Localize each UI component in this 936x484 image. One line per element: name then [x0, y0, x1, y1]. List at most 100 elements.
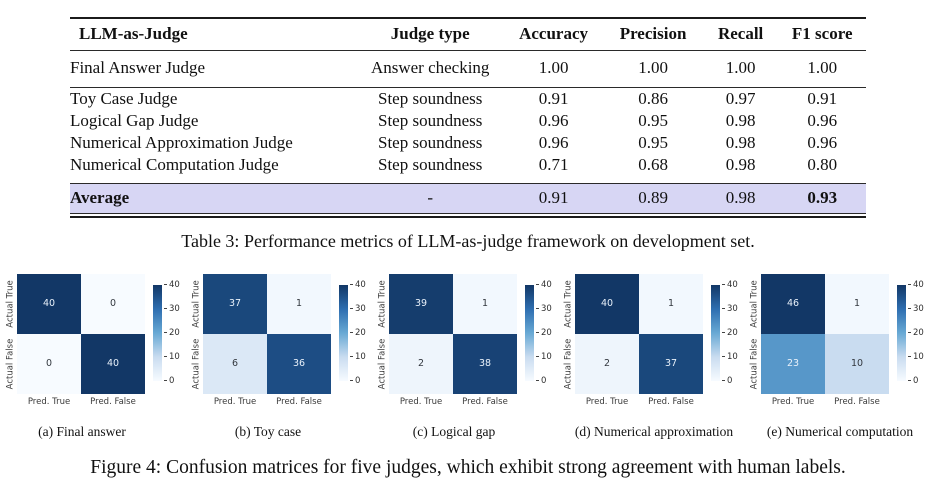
table-cell: - [356, 183, 504, 214]
x-tick-label: Pred. True [585, 396, 629, 407]
table-cell: Average [70, 183, 357, 214]
table-row: Toy Case Judge Step soundness 0.91 0.86 0.97… [70, 88, 866, 111]
column-header: Accuracy [503, 18, 604, 51]
heatmap-cell: 2 [575, 333, 639, 394]
colorbar [897, 284, 906, 381]
table-cell: Step soundness [378, 155, 483, 174]
subplot-caption: (b) Toy case [234, 423, 302, 439]
table-cell: 0.98 [725, 155, 756, 174]
table-row: Final Answer Judge Answer checking 1.00 1.0… [70, 50, 866, 88]
x-tick-label: Pred. True [399, 396, 443, 407]
y-tick-label: Actual True [5, 279, 16, 328]
heatmap-cell: 0 [81, 273, 145, 334]
llm-judge-metrics-table: LLM-as-Judge Judge type Accuracy Precision R… [70, 17, 866, 214]
y-axis-labels: Actual True Actual False [562, 274, 575, 394]
table-cell: 1.00 [778, 50, 866, 88]
table-cell: 0.97 [725, 89, 756, 108]
y-axis-labels: Actual True Actual False [748, 274, 761, 394]
table-bottom-rule [70, 215, 866, 218]
table-cell: Numerical Approximation Judge [70, 133, 293, 152]
table-cell: 1.00 [702, 50, 779, 88]
heatmap-cell: 10 [825, 333, 889, 394]
x-tick-label: Pred. True [771, 396, 815, 407]
column-header: Precision [603, 18, 703, 51]
table-cell: 0.91 [538, 89, 569, 108]
x-axis-labels: Pred. True Pred. False [17, 397, 145, 407]
table-cell: 0.95 [638, 133, 668, 152]
table-cell: Step soundness [378, 111, 483, 130]
table-cell: Numerical Computation Judge [70, 155, 279, 174]
colorbar-ticks: 40 30 20 10 0 [908, 280, 924, 386]
heatmap-grid: 37 1 6 36 [203, 273, 331, 394]
table-cell: 0.91 [503, 183, 604, 214]
table-cell: 0.98 [725, 111, 756, 130]
table-cell: 0.95 [638, 111, 668, 130]
y-axis-labels: Actual True Actual False [190, 274, 203, 394]
x-axis-labels: Pred. True Pred. False [389, 397, 517, 407]
confusion-matrix-subplot: Actual True Actual False 40 1 2 37 40 30 20 10 0 Pr… [562, 273, 746, 440]
table-cell: 0.98 [725, 133, 756, 152]
colorbar-ticks: 40 30 20 10 0 [350, 280, 366, 386]
y-tick-label: Actual False [377, 338, 388, 389]
y-tick-label: Actual True [563, 279, 574, 328]
x-tick-label: Pred. False [276, 396, 322, 407]
y-tick-label: Actual False [5, 338, 16, 389]
x-tick-label: Pred. False [462, 396, 508, 407]
table-cell: 1.00 [603, 50, 703, 88]
heatmap-grid: 39 1 2 38 [389, 273, 517, 394]
column-header: Recall [702, 18, 779, 51]
table-cell: 0.96 [538, 111, 569, 130]
x-tick-label: Pred. False [648, 396, 694, 407]
heatmap-cell: 1 [267, 273, 331, 334]
table-cell: 0.96 [807, 111, 838, 130]
table-cell: 0.71 [538, 155, 569, 174]
subplot-caption: (e) Numerical computation [766, 423, 914, 439]
table-row: Numerical Computation Judge Step soundnes… [70, 154, 866, 176]
colorbar-ticks: 40 30 20 10 0 [164, 280, 180, 386]
colorbar [525, 284, 534, 381]
metrics-table-section: LLM-as-Judge Judge type Accuracy Precision R… [70, 17, 866, 252]
x-axis-labels: Pred. True Pred. False [203, 397, 331, 407]
table-cell: 0.80 [807, 155, 838, 174]
heatmap-cell: 23 [761, 333, 825, 394]
table-cell: 0.96 [807, 133, 838, 152]
table-cell: 0.86 [638, 89, 668, 108]
heatmap-cell: 37 [203, 273, 267, 334]
colorbar [153, 284, 162, 381]
x-tick-label: Pred. True [27, 396, 71, 407]
table-cell: 0.68 [638, 155, 668, 174]
heatmap-cell: 40 [81, 333, 145, 394]
confusion-matrix-subplot: Actual True Actual False 40 0 0 40 40 30 20 10 0 Pr… [4, 273, 188, 440]
confusion-matrix-subplot: Actual True Actual False 46 1 23 10 40 30 20 10 0 P… [748, 273, 932, 440]
heatmap-cell: 39 [389, 273, 453, 334]
table-cell: 1.00 [503, 50, 604, 88]
table-cell: Step soundness [378, 133, 483, 152]
heatmap-cell: 40 [17, 273, 81, 334]
x-axis-labels: Pred. True Pred. False [575, 397, 703, 407]
heatmap-cell: 1 [453, 273, 517, 334]
colorbar [339, 284, 348, 381]
column-header: F1 score [778, 18, 866, 51]
colorbar-ticks: 40 30 20 10 0 [722, 280, 738, 386]
table-cell: Answer checking [356, 50, 504, 88]
subplot-caption: (a) Final answer [38, 423, 126, 439]
y-axis-labels: Actual True Actual False [4, 274, 17, 394]
y-tick-label: Actual False [563, 338, 574, 389]
table-cell: Toy Case Judge [70, 89, 178, 108]
heatmap-grid: 46 1 23 10 [761, 273, 889, 394]
table-row: Numerical Approximation Judge Step soundn… [70, 132, 866, 154]
x-tick-label: Pred. False [834, 396, 880, 407]
heatmap-cell: 0 [17, 333, 81, 394]
y-tick-label: Actual True [377, 279, 388, 328]
heatmap-cell: 1 [825, 273, 889, 334]
table-cell: 0.91 [807, 89, 838, 108]
x-tick-label: Pred. False [90, 396, 136, 407]
heatmap-cell: 46 [761, 273, 825, 334]
subplot-caption: (d) Numerical approximation [574, 423, 734, 439]
heatmap-cell: 38 [453, 333, 517, 394]
table-row: Logical Gap Judge Step soundness 0.96 0.95 0… [70, 110, 866, 132]
table-cell: Logical Gap Judge [70, 111, 199, 130]
table-cell: Step soundness [378, 89, 483, 108]
x-tick-label: Pred. True [213, 396, 257, 407]
confusion-matrix-subplot: Actual True Actual False 37 1 6 36 40 30 20 10 0 Pr… [190, 273, 374, 440]
